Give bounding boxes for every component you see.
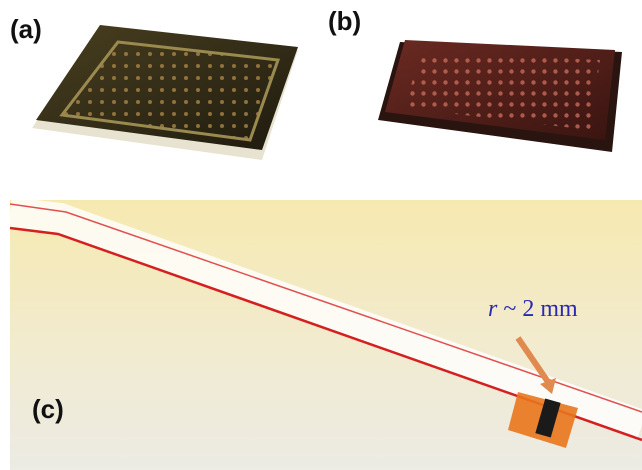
annotation-text: ~ 2 mm [503,296,578,322]
annotation: r ~ 2 mm [488,296,578,322]
photo-c [10,200,642,470]
photo-a [32,25,298,160]
annotation-variable: r [488,296,498,322]
panel-label: (b) [328,6,361,36]
figure-canvas: (a) (b) (c) r ~ 2 mm [0,0,642,470]
photo-b [378,40,622,152]
panel-label: (c) [32,394,64,424]
panel-label: (a) [10,14,42,44]
figure: (a) (b) (c) r ~ 2 mm [0,0,642,470]
